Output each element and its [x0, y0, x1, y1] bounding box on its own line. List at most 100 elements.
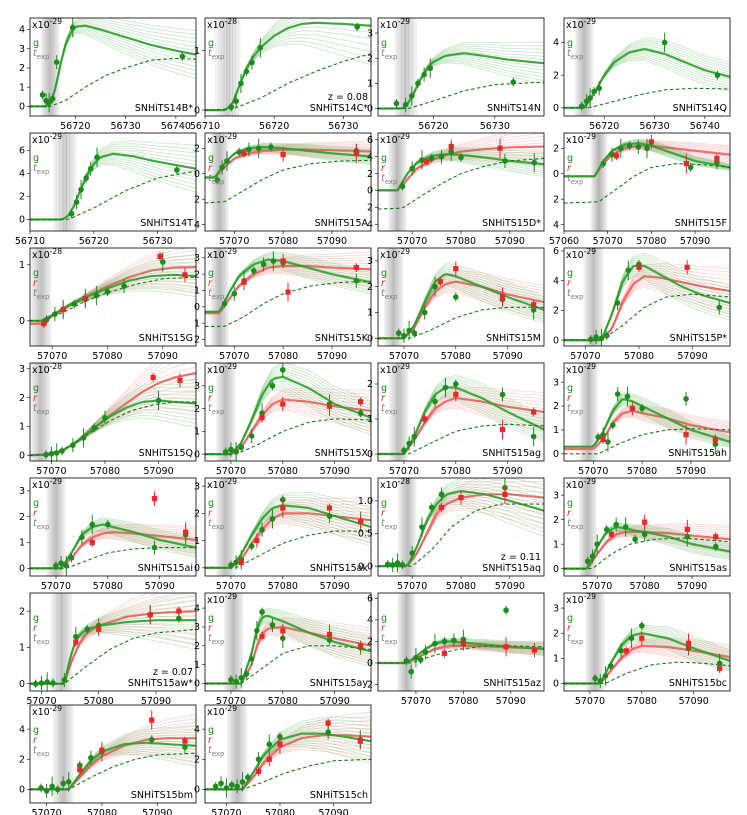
xtick-label: 57090: [677, 351, 707, 362]
data-point-g: [419, 524, 425, 530]
legend-g: g: [208, 498, 214, 509]
data-point-r: [151, 496, 158, 502]
legend-texp: texp: [208, 173, 225, 186]
ytick-label: 0: [194, 169, 200, 180]
data-point-g: [39, 92, 46, 98]
xtick-label: 57070: [37, 351, 67, 362]
plot-area: [564, 593, 730, 691]
scale-exponent: x10-29: [32, 17, 62, 31]
xtick-label: 57090: [145, 581, 175, 592]
data-point-g: [155, 397, 162, 404]
ytick-label: 3: [553, 377, 559, 388]
data-point-g: [50, 680, 56, 686]
dashed-curve: [30, 628, 196, 685]
xtick-label: 56740: [161, 121, 191, 132]
data-point-r: [60, 307, 66, 313]
data-point-g: [442, 384, 449, 391]
legend-texp: texp: [381, 518, 398, 531]
dashed-curve: [378, 645, 544, 664]
data-point-g: [238, 675, 245, 681]
data-point-g: [94, 154, 100, 161]
data-point-r: [422, 416, 428, 422]
data-point-g: [259, 609, 265, 615]
legend-texp: texp: [567, 518, 584, 531]
data-point-g: [32, 680, 39, 687]
xtick-label: 56720: [259, 121, 289, 132]
data-point-r: [460, 641, 466, 647]
ytick-label: 6: [367, 135, 373, 146]
legend-g: g: [33, 383, 39, 394]
data-point-g: [49, 95, 56, 102]
data-point-g: [53, 59, 60, 65]
xtick-label: 57070: [31, 808, 61, 815]
data-point-g: [610, 422, 616, 428]
data-point-g: [44, 679, 50, 685]
xtick-label: 57090: [317, 236, 347, 247]
data-point-g: [243, 68, 250, 75]
data-point-g: [596, 85, 603, 92]
data-point-r: [280, 628, 286, 634]
model-fits: [564, 522, 730, 570]
data-point-g: [46, 99, 52, 106]
model-fits: [205, 607, 371, 685]
axes-frame: [29, 704, 197, 804]
dashed-curve: [205, 159, 371, 204]
scale-exponent: x10-29: [380, 132, 410, 146]
ytick-label: 2: [194, 143, 200, 154]
data-point-g: [176, 615, 182, 622]
plot-area: [205, 363, 371, 461]
xtick-label: 57090: [142, 808, 172, 815]
data-point-g: [597, 678, 604, 684]
fit-median-r: [564, 409, 730, 451]
ytick-label: 0: [367, 186, 373, 197]
scale-exponent: x10-29: [566, 17, 596, 31]
data-point-g: [246, 146, 252, 153]
legend-g: g: [208, 383, 214, 394]
dashed-curve: [30, 547, 196, 569]
xtick-label: 57070: [401, 696, 431, 707]
data-point-g: [600, 431, 606, 438]
ytick-label: 1: [19, 643, 25, 654]
ytick-label: 0: [553, 335, 559, 346]
ytick-label: 1: [367, 308, 373, 319]
plot-area: [205, 478, 371, 576]
data-point-g: [394, 560, 401, 566]
data-point-r: [503, 644, 509, 650]
dashed-curve: [30, 401, 196, 456]
fit-median-g: [30, 273, 196, 322]
data-point-g: [432, 640, 438, 647]
legend-r: r: [208, 278, 213, 289]
ytick-label: 4: [367, 615, 373, 626]
fit-median-g: [205, 732, 371, 791]
ytick-label: 0: [194, 105, 200, 116]
data-point-g: [174, 167, 180, 173]
data-point-g: [422, 649, 429, 656]
xtick-label: 56710: [190, 121, 220, 132]
ytick-label: 0: [553, 103, 559, 114]
supernova-name: SNHiTS15P*: [670, 333, 728, 344]
data-point-g: [591, 88, 597, 95]
scale-exponent: x10-29: [566, 247, 596, 261]
data-point-r: [636, 264, 642, 270]
plot-area: [30, 248, 196, 346]
data-point-r: [499, 294, 506, 300]
legend-g: g: [208, 153, 214, 164]
ytick-label: 4: [553, 276, 559, 287]
dashed-curve: [378, 157, 544, 210]
data-point-g: [59, 448, 65, 454]
ytick-label: 2: [367, 169, 373, 180]
model-fits: [564, 624, 730, 685]
